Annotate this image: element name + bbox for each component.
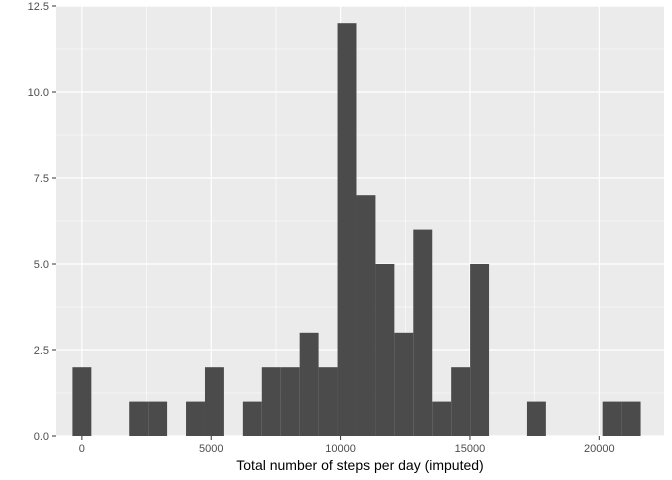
x-axis-title: Total number of steps per day (imputed) (236, 457, 483, 473)
histogram-bar (621, 401, 641, 436)
x-tick-label: 5000 (199, 443, 223, 455)
histogram-bar (129, 401, 149, 436)
histogram-bars (72, 23, 641, 436)
x-tick-label: 15000 (455, 443, 486, 455)
histogram-bar (72, 367, 92, 436)
histogram-bar (432, 401, 452, 436)
histogram-bar (526, 401, 546, 436)
histogram-bar (413, 229, 433, 436)
x-axis: 0 5000 10000 15000 20000 (79, 436, 615, 455)
histogram-bar (261, 367, 281, 436)
x-tick-label: 10000 (325, 443, 356, 455)
histogram-bar (451, 367, 471, 436)
histogram-bar (337, 23, 357, 436)
y-tick-label: 2.5 (34, 345, 49, 357)
y-axis: 0.0 2.5 5.0 7.5 10.0 12.5 (28, 1, 56, 443)
histogram-bar (148, 401, 168, 436)
y-tick-label: 5.0 (34, 259, 49, 271)
y-tick-label: 12.5 (28, 1, 49, 13)
histogram-bar (204, 367, 224, 436)
histogram-bar (299, 332, 319, 436)
histogram-bar (186, 401, 205, 436)
histogram-bar (280, 367, 300, 436)
histogram-bar (470, 264, 490, 436)
y-tick-label: 7.5 (34, 173, 49, 185)
histogram-bar (394, 332, 414, 436)
histogram-bar (318, 367, 338, 436)
y-tick-label: 10.0 (28, 87, 49, 99)
histogram-bar (242, 401, 262, 436)
x-tick-label: 20000 (584, 443, 615, 455)
histogram-bar (356, 195, 376, 436)
y-tick-label: 0.0 (34, 431, 49, 443)
histogram-bar (602, 401, 622, 436)
histogram-bar (375, 264, 395, 436)
x-tick-label: 0 (79, 443, 85, 455)
